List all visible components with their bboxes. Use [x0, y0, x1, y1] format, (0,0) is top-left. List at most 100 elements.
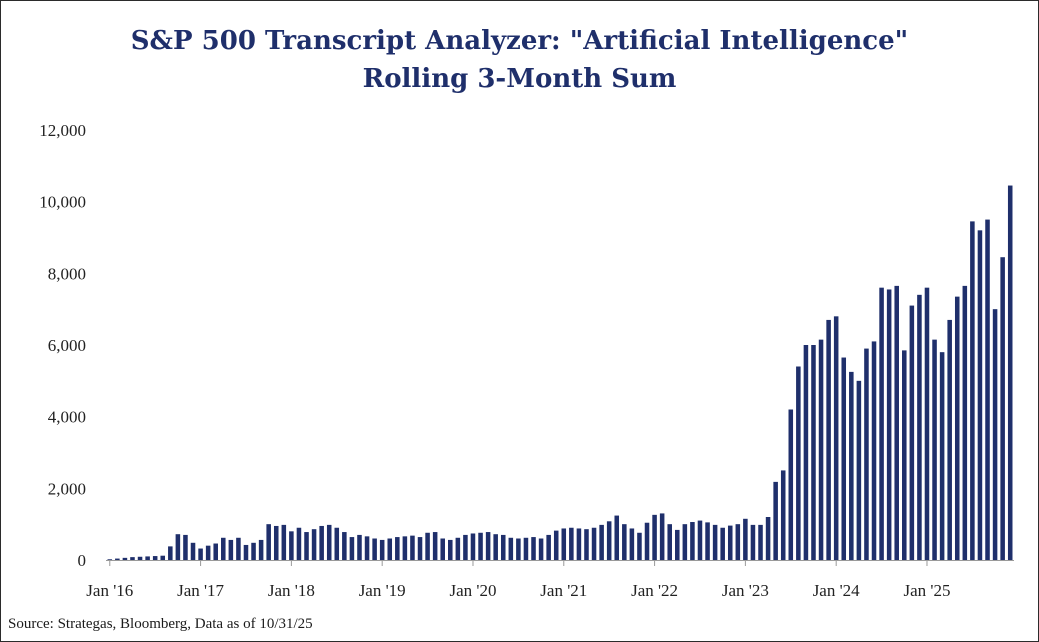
bar — [584, 529, 589, 560]
bar — [629, 528, 635, 560]
bar — [175, 534, 181, 560]
bar — [357, 534, 362, 560]
bar — [130, 557, 135, 560]
bar — [917, 294, 922, 560]
bar — [637, 532, 642, 560]
bar — [198, 548, 203, 560]
bar — [304, 532, 309, 560]
bar — [273, 525, 279, 560]
bar — [485, 532, 491, 560]
bar — [387, 538, 393, 560]
bar — [758, 524, 763, 560]
bar — [289, 531, 294, 560]
bar — [743, 518, 748, 560]
bar — [924, 287, 930, 560]
bar — [334, 527, 340, 560]
bar — [750, 524, 756, 560]
bar — [954, 296, 960, 561]
bar — [561, 528, 567, 560]
bar — [319, 525, 324, 560]
y-tick-label: 2,000 — [48, 479, 86, 498]
bar — [251, 542, 256, 560]
bar — [228, 539, 234, 560]
source-note: Source: Strategas, Bloomberg, Data as of… — [8, 616, 313, 632]
bar — [516, 538, 521, 560]
bar — [137, 556, 143, 560]
bar — [992, 309, 998, 560]
bar — [614, 515, 620, 560]
bar — [266, 524, 271, 560]
bar — [591, 527, 597, 560]
bar — [644, 522, 650, 560]
bar — [939, 352, 945, 560]
bar — [606, 521, 612, 560]
bar — [243, 544, 249, 560]
bar — [160, 555, 166, 560]
bar — [735, 524, 741, 560]
bar — [947, 319, 952, 560]
chart-title: S&P 500 Transcript Analyzer: "Artificial… — [0, 22, 1039, 98]
y-tick-label: 4,000 — [48, 408, 86, 427]
bar — [720, 527, 725, 560]
bar — [727, 525, 733, 560]
bar — [780, 470, 786, 560]
bar — [311, 529, 317, 560]
bar — [977, 230, 983, 560]
bar — [425, 532, 430, 560]
bar — [652, 514, 657, 560]
bar — [115, 558, 120, 560]
bar — [281, 524, 287, 560]
y-axis: 0 2,000 4,000 6,000 8,000 10,000 12,000 — [39, 121, 86, 570]
bar — [803, 345, 809, 560]
y-tick-label: 8,000 — [48, 264, 86, 283]
bar — [622, 524, 627, 560]
bar — [122, 557, 128, 560]
bar — [659, 513, 665, 560]
bar — [553, 530, 559, 560]
x-tick-label: Jan '16 — [86, 581, 133, 600]
chart-title-line-1: S&P 500 Transcript Analyzer: "Artificial… — [130, 26, 909, 56]
bar — [531, 537, 536, 560]
bar — [705, 522, 710, 561]
bar — [667, 524, 672, 560]
bar — [826, 319, 831, 560]
y-tick-label: 6,000 — [48, 336, 86, 355]
bar — [909, 305, 915, 560]
bar — [712, 524, 718, 560]
bar — [879, 287, 884, 560]
bar — [470, 533, 476, 560]
bar — [432, 532, 438, 560]
bar — [569, 527, 574, 560]
bar — [1007, 185, 1013, 561]
bar — [682, 524, 688, 560]
x-tick-label: Jan '21 — [540, 581, 587, 600]
bar — [871, 341, 877, 560]
x-tick-label: Jan '22 — [631, 581, 678, 600]
x-tick-label: Jan '19 — [359, 581, 406, 600]
bar — [886, 289, 892, 560]
y-tick-label: 10,000 — [39, 193, 86, 212]
bar — [440, 538, 445, 560]
x-tick-label: Jan '25 — [903, 581, 950, 600]
y-tick-label: 0 — [78, 551, 87, 570]
bar — [395, 537, 400, 560]
x-tick-label: Jan '17 — [177, 581, 224, 600]
y-tick-label: 12,000 — [39, 121, 86, 140]
bar — [773, 481, 778, 560]
bar — [493, 534, 498, 560]
bar — [508, 537, 514, 560]
bar — [417, 537, 423, 560]
chart-title-line-2: Rolling 3-Month Sum — [362, 64, 677, 94]
bar — [183, 534, 188, 560]
x-tick-label: Jan '23 — [722, 581, 769, 600]
bar — [221, 537, 226, 560]
bar — [765, 517, 771, 560]
bar — [349, 537, 355, 560]
bar — [962, 285, 968, 561]
bar — [205, 545, 211, 560]
x-tick-label: Jan '18 — [268, 581, 315, 600]
x-tick-label: Jan '20 — [449, 581, 496, 600]
bar — [448, 539, 453, 560]
bar — [236, 537, 241, 560]
